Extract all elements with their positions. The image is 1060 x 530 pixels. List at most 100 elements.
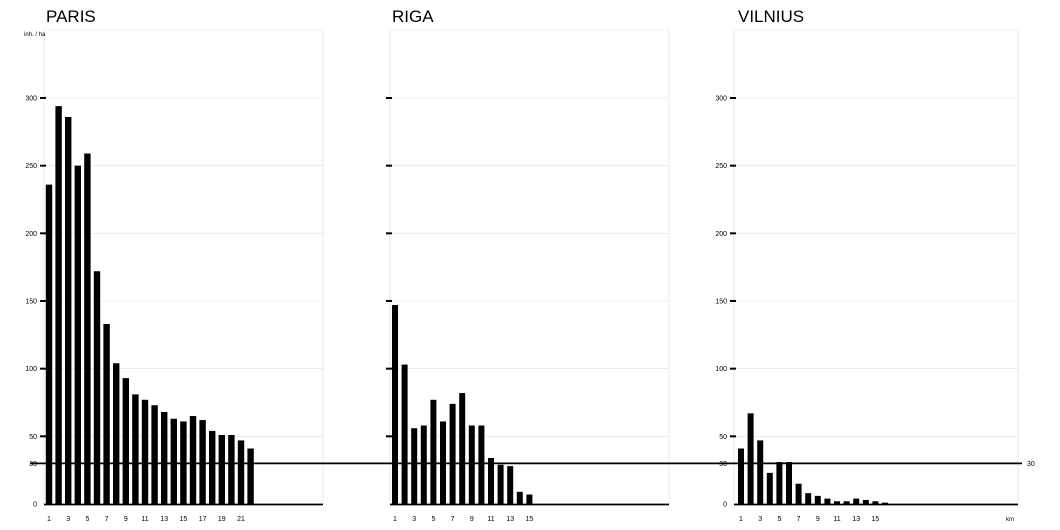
bar-riga-11 <box>488 457 494 504</box>
bar-riga-5 <box>430 399 437 504</box>
y-tick-label: 300 <box>25 96 37 103</box>
y-tick-label: 250 <box>715 163 727 170</box>
bar-vilnius-1 <box>738 448 744 504</box>
x-tick-label: 7 <box>451 516 455 523</box>
bar-paris-21 <box>237 440 245 504</box>
x-tick-label: 15 <box>180 516 188 523</box>
x-tick-label: 9 <box>816 516 820 523</box>
x-tick-label: 1 <box>739 516 743 523</box>
x-tick-label: 13 <box>852 516 860 523</box>
y-tick-label: 150 <box>25 299 37 306</box>
bar-riga-1 <box>392 305 398 504</box>
bar-vilnius-14 <box>862 499 869 504</box>
panel-title: VILNIUS <box>738 7 804 26</box>
bar-vilnius-8 <box>805 493 812 504</box>
bar-riga-9 <box>468 425 475 504</box>
x-axis-label: km <box>1006 517 1014 523</box>
bar-paris-4 <box>74 165 81 504</box>
y-tick-label: 50 <box>719 434 727 441</box>
bar-paris-17 <box>199 420 206 504</box>
bar-vilnius-15 <box>872 501 879 504</box>
bar-riga-12 <box>497 464 504 504</box>
x-tick-label: 11 <box>487 516 494 523</box>
bar-vilnius-5 <box>776 462 783 504</box>
y-tick-label: 30 <box>719 461 727 468</box>
bar-vilnius-2 <box>747 413 754 504</box>
bar-paris-2 <box>55 106 62 505</box>
bar-paris-11 <box>141 399 149 504</box>
x-tick-label: 15 <box>526 516 534 523</box>
x-tick-label: 1 <box>393 516 397 523</box>
bar-vilnius-3 <box>757 440 764 504</box>
bar-vilnius-6 <box>786 462 792 504</box>
x-tick-label: 7 <box>797 516 801 523</box>
bar-paris-22 <box>247 448 254 504</box>
bar-vilnius-16 <box>882 502 888 504</box>
bar-paris-20 <box>228 434 235 504</box>
y-tick-label: 100 <box>715 366 727 373</box>
bar-vilnius-4 <box>766 472 773 504</box>
y-tick-label: 50 <box>29 434 37 441</box>
bar-paris-19 <box>218 434 225 504</box>
x-tick-label: 1 <box>47 516 51 523</box>
x-tick-label: 19 <box>218 516 226 523</box>
bar-vilnius-11 <box>834 501 840 504</box>
y-tick-label: 300 <box>715 96 727 103</box>
x-tick-label: 5 <box>431 516 435 523</box>
bar-paris-12 <box>151 405 158 504</box>
x-tick-label: 11 <box>141 516 148 523</box>
bar-paris-10 <box>132 394 139 504</box>
x-tick-label: 7 <box>105 516 109 523</box>
bars-layer <box>45 106 888 505</box>
panel-title: RIGA <box>392 7 434 26</box>
x-tick-label: 13 <box>506 516 514 523</box>
y-tick-label: 0 <box>723 502 727 509</box>
x-tick-label: 3 <box>66 516 70 523</box>
reference-line-label: 30 <box>1027 461 1035 468</box>
x-tick-label: 21 <box>237 516 245 523</box>
bar-riga-2 <box>401 364 408 504</box>
bar-paris-1 <box>45 184 53 504</box>
x-tick-label: 13 <box>160 516 168 523</box>
panel-title: PARIS <box>46 7 96 26</box>
bar-paris-8 <box>113 363 120 504</box>
bar-vilnius-12 <box>843 501 850 504</box>
y-tick-label: 0 <box>33 502 37 509</box>
bar-paris-6 <box>93 271 101 504</box>
bar-vilnius-7 <box>795 483 802 504</box>
bar-riga-10 <box>478 425 485 504</box>
y-tick-label: 250 <box>25 163 37 170</box>
bar-riga-8 <box>459 393 466 504</box>
bar-riga-3 <box>411 428 418 504</box>
bar-riga-13 <box>507 466 514 504</box>
y-tick-label: 100 <box>25 366 37 373</box>
bar-paris-3 <box>65 116 72 505</box>
x-tick-label: 17 <box>199 516 207 523</box>
bar-paris-9 <box>122 378 129 504</box>
y-axis-label: inh. / ha <box>24 32 46 38</box>
bar-paris-18 <box>209 430 216 504</box>
x-tick-label: 15 <box>872 516 880 523</box>
bar-riga-4 <box>420 425 427 504</box>
bar-paris-5 <box>84 153 91 504</box>
y-tick-label: 30 <box>29 461 37 468</box>
bar-riga-14 <box>516 491 523 504</box>
x-tick-label: 3 <box>758 516 762 523</box>
y-tick-label: 200 <box>715 231 727 238</box>
x-tick-label: 11 <box>833 516 840 523</box>
bar-vilnius-9 <box>814 495 821 504</box>
bar-paris-7 <box>103 324 110 504</box>
bar-riga-15 <box>526 494 533 504</box>
x-tick-label: 9 <box>124 516 128 523</box>
axes-layer <box>30 97 1022 506</box>
bar-vilnius-13 <box>853 498 860 504</box>
bar-paris-16 <box>189 416 197 504</box>
bar-vilnius-10 <box>824 498 831 504</box>
bar-paris-14 <box>170 418 177 504</box>
x-tick-label: 5 <box>777 516 781 523</box>
y-tick-label: 200 <box>25 231 37 238</box>
bar-riga-7 <box>449 403 456 504</box>
y-tick-label: 150 <box>715 299 727 306</box>
